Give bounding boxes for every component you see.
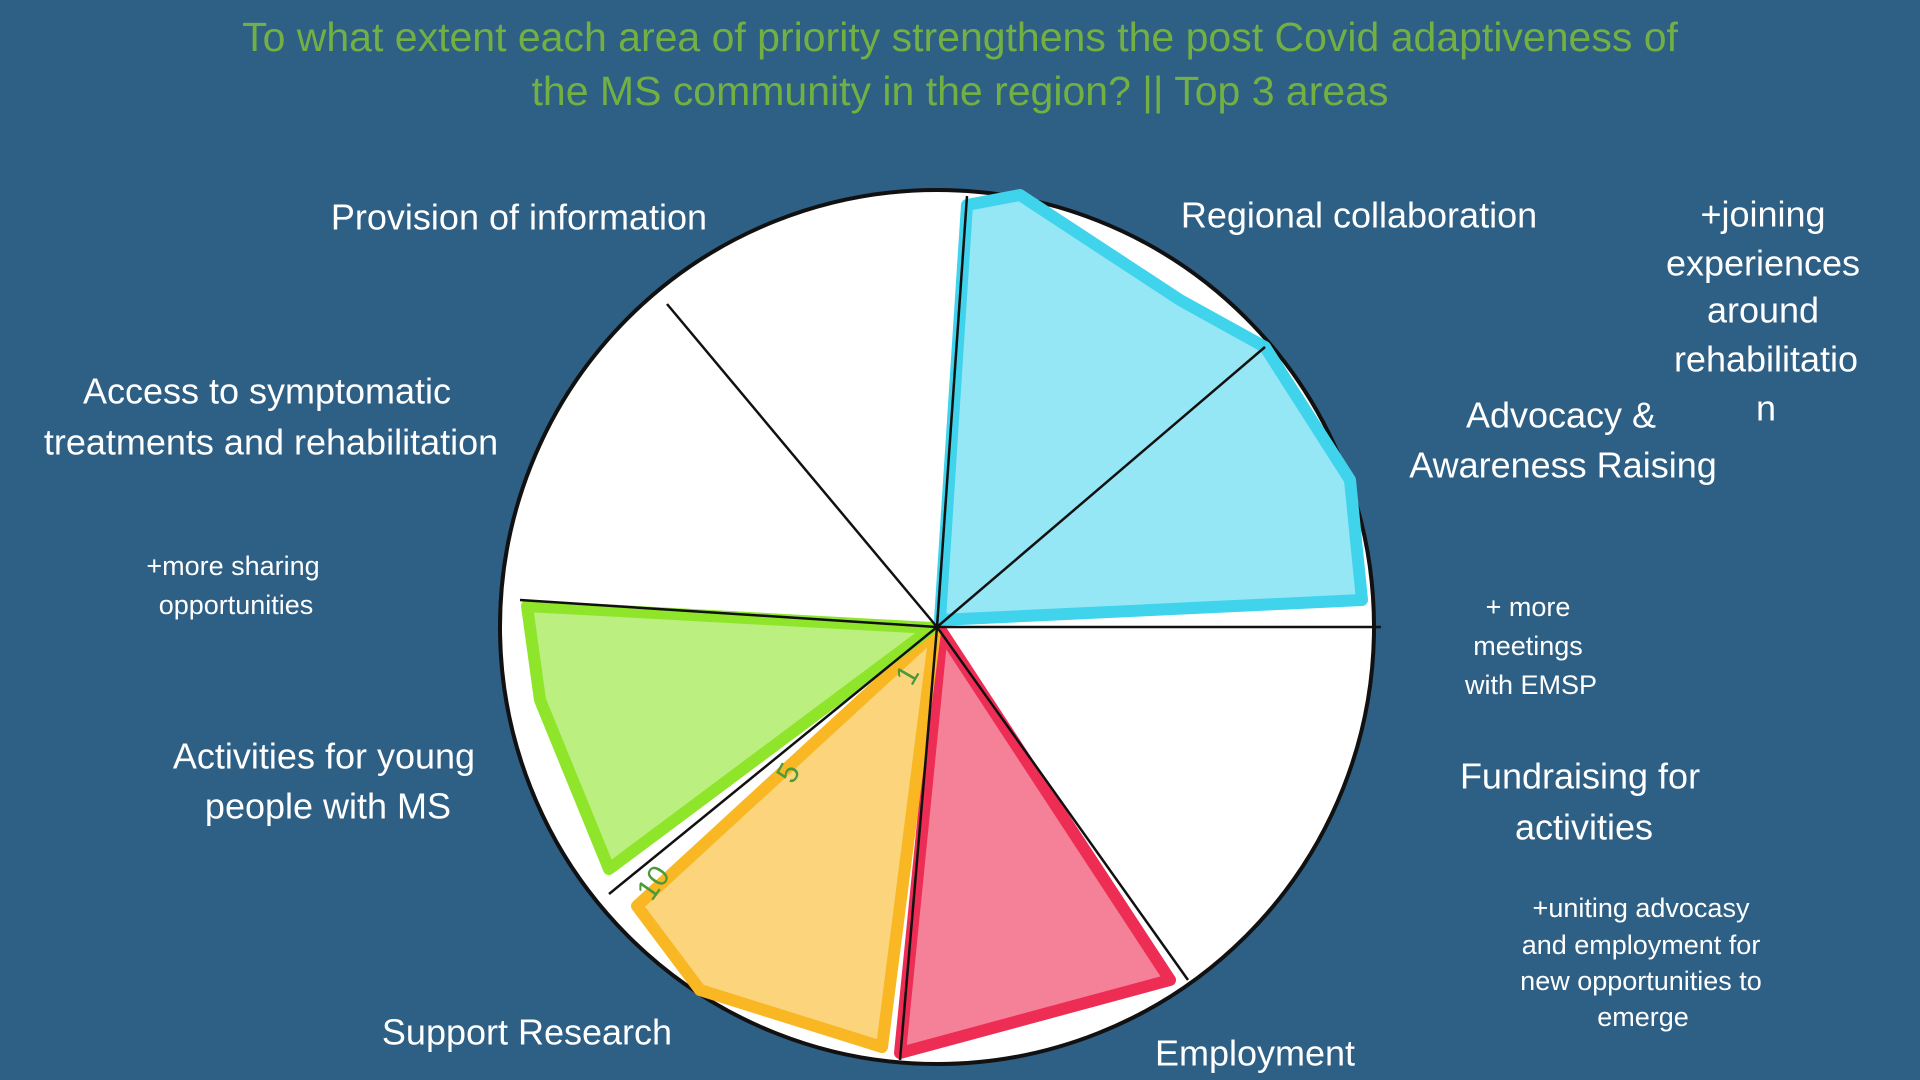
note-line: meetings (1473, 631, 1583, 661)
note-line: around (1707, 290, 1819, 331)
note-line: opportunities (159, 590, 314, 620)
orange-scribble (631, 626, 941, 1053)
cyan-scribble (934, 189, 1368, 626)
note-line: + more (1486, 592, 1571, 622)
segment-label: Provision of information (331, 197, 707, 238)
segment-label: Awareness Raising (1409, 445, 1717, 486)
divider (935, 195, 969, 628)
segment-label: Activities for young (173, 736, 475, 777)
note-line: experiences (1666, 243, 1860, 284)
divider (519, 598, 938, 629)
green-scribble (521, 600, 938, 875)
note-line: new opportunities to (1520, 966, 1762, 996)
red-scribble (894, 626, 1176, 1059)
note-line: +joining (1700, 194, 1825, 235)
note-line: n (1756, 388, 1776, 429)
divider (898, 626, 939, 1061)
pie-dividers (519, 195, 1381, 1061)
segment-label: Fundraising for (1460, 756, 1700, 797)
note-line: +uniting advocasy (1533, 893, 1750, 923)
title-line: the MS community in the region? || Top 3… (532, 68, 1389, 114)
note-line: rehabilitatio (1674, 339, 1858, 380)
segment-label: activities (1515, 807, 1653, 848)
segment-label: Access to symptomatic (83, 371, 451, 412)
pie: 1 5 10 (498, 188, 1381, 1066)
note-line: and employment for (1522, 930, 1761, 960)
segment-label: Support Research (382, 1012, 672, 1053)
divider (608, 626, 938, 895)
title-line: To what extent each area of priority str… (242, 14, 1678, 60)
segment-label: Regional collaboration (1181, 195, 1537, 236)
divider (666, 303, 938, 628)
note-line: emerge (1597, 1002, 1689, 1032)
segment-label: Advocacy & (1466, 395, 1656, 436)
divider (936, 346, 1266, 628)
segment-label: Employment (1155, 1033, 1355, 1074)
note-line: with EMSP (1464, 670, 1597, 700)
segment-label: treatments and rehabilitation (44, 422, 498, 463)
note-line: +more sharing (146, 551, 319, 581)
segment-label: people with MS (205, 786, 451, 827)
divider (935, 626, 1190, 981)
